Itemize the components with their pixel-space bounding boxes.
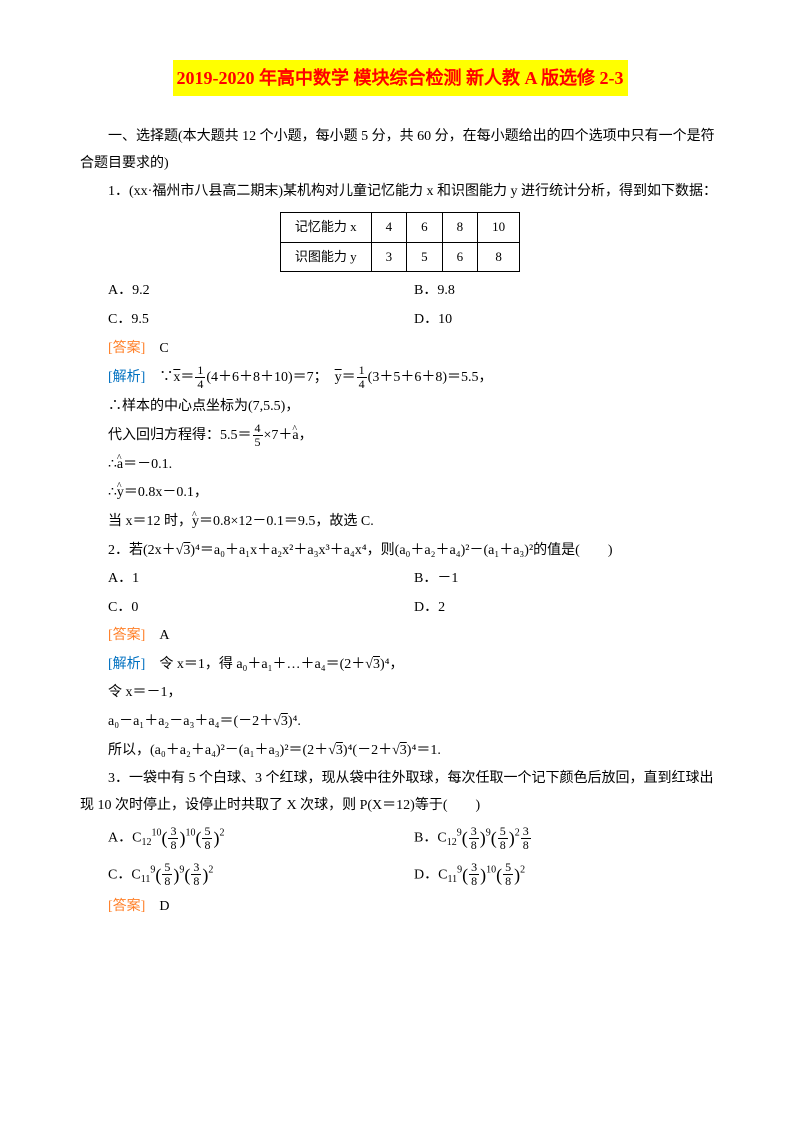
q1-explain-3: 代入回归方程得：5.5＝45×7＋a， [108, 422, 720, 450]
yhat: y [192, 514, 199, 529]
option-a: A．1 [108, 566, 414, 593]
q3-options: C．C119(58)9(38)2 D．C119(38)10(58)2 [108, 858, 720, 892]
text: ∵ [159, 370, 173, 385]
option-a: A．C1210(38)10(58)2 [108, 821, 414, 855]
fraction: 45 [253, 422, 263, 449]
answer-value: D [159, 899, 169, 914]
text: 2．若(2x＋ [108, 543, 176, 558]
q2-explain-2: 令 x＝－1， [108, 680, 720, 707]
q3-answer: [答案] D [108, 894, 720, 921]
option-d: D．10 [414, 307, 720, 334]
section-intro: 一、选择题(本大题共 12 个小题，每小题 5 分，共 60 分，在每小题给出的… [80, 124, 720, 177]
text: 代入回归方程得：5.5＝ [108, 428, 252, 443]
q1-explain-6: 当 x＝12 时，y＝0.8×12－0.1＝9.5，故选 C. [108, 509, 720, 536]
xbar: x [173, 370, 180, 385]
q2-answer: [答案] A [108, 623, 720, 650]
text: ＝0.8×12－0.1＝9.5，故选 C. [199, 514, 374, 529]
text: ＝－0.1. [123, 457, 172, 472]
explain-label: [解析] [108, 370, 145, 385]
text: 所以，(a₀＋a₂＋a₄)²－(a₁＋a₃)²＝(2＋ [108, 743, 328, 758]
option-d: D．2 [414, 595, 720, 622]
sqrt3: 3 [281, 714, 288, 729]
answer-value: C [159, 341, 168, 356]
q1-options: C．9.5 D．10 [108, 307, 720, 334]
table-header: 记忆能力 x [280, 212, 371, 242]
option-b: B．－1 [414, 566, 720, 593]
q1-explain-4: ∴a＝－0.1. [108, 452, 720, 479]
sqrt3: 3 [373, 657, 380, 672]
sqrt3: 3 [400, 743, 407, 758]
option-b: B．9.8 [414, 278, 720, 305]
q2-explain-1: [解析] 令 x＝1，得 a₀＋a₁＋…＋a₄＝(2＋√3)⁴， [108, 652, 720, 679]
explain-label: [解析] [108, 657, 145, 672]
q2-options: A．1 B．－1 [108, 566, 720, 593]
ahat: a [117, 457, 123, 472]
option-b: B．C129(38)9(58)238 [414, 821, 720, 855]
q2-explain-3: a₀－a₁＋a₂－a₃＋a₄＝(－2＋√3)⁴. [108, 709, 720, 736]
fraction: 14 [357, 364, 367, 391]
text: )⁴＝a₀＋a₁x＋a₂x²＋a₃x³＋a₄x⁴，则(a₀＋a₂＋a₄)²－(a… [190, 543, 612, 558]
answer-label: [答案] [108, 899, 145, 914]
table-header: 识图能力 y [280, 242, 371, 272]
table-cell: 4 [371, 212, 407, 242]
text: )⁴(－2＋ [343, 743, 392, 758]
answer-label: [答案] [108, 341, 145, 356]
text: (4＋6＋8＋10)＝7； [206, 370, 320, 385]
text: ＝0.8x－0.1， [124, 485, 208, 500]
table-cell: 3 [371, 242, 407, 272]
fraction: 14 [195, 364, 205, 391]
yhat: y [117, 485, 124, 500]
ahat: a [292, 428, 298, 443]
option-c: C．0 [108, 595, 414, 622]
q3-text: 3．一袋中有 5 个白球、3 个红球，现从袋中往外取球，每次任取一个记下颜色后放… [80, 766, 720, 819]
answer-value: A [159, 628, 169, 643]
option-a: A．9.2 [108, 278, 414, 305]
q2-options: C．0 D．2 [108, 595, 720, 622]
q1-answer: [答案] C [108, 336, 720, 363]
q1-table: 记忆能力 x 4 6 8 10 识图能力 y 3 5 6 8 [280, 212, 520, 272]
option-c: C．C119(58)9(38)2 [108, 858, 414, 892]
table-cell: 5 [407, 242, 443, 272]
text: )⁴. [288, 714, 301, 729]
text: (3＋5＋6＋8)＝5.5， [368, 370, 493, 385]
option-d: D．C119(38)10(58)2 [414, 858, 720, 892]
answer-label: [答案] [108, 628, 145, 643]
text: a₀－a₁＋a₂－a₃＋a₄＝(－2＋ [108, 714, 273, 729]
table-cell: 8 [442, 212, 478, 242]
text: )⁴＝1. [407, 743, 441, 758]
text: ， [299, 428, 313, 443]
text: ×7＋ [264, 428, 293, 443]
q1-explain-1: [解析] ∵x＝14(4＋6＋8＋10)＝7； y＝14(3＋5＋6＋8)＝5.… [108, 364, 720, 392]
text: 当 x＝12 时， [108, 514, 192, 529]
q3-options: A．C1210(38)10(58)2 B．C129(38)9(58)238 [108, 821, 720, 855]
table-cell: 8 [478, 242, 520, 272]
table-cell: 6 [407, 212, 443, 242]
q1-explain-2: ∴样本的中心点坐标为(7,5.5)， [108, 394, 720, 421]
sqrt3: 3 [336, 743, 343, 758]
ybar: y [335, 370, 342, 385]
q2-text: 2．若(2x＋√3)⁴＝a₀＋a₁x＋a₂x²＋a₃x³＋a₄x⁴，则(a₀＋a… [80, 538, 720, 565]
q2-explain-4: 所以，(a₀＋a₂＋a₄)²－(a₁＋a₃)²＝(2＋√3)⁴(－2＋√3)⁴＝… [108, 738, 720, 765]
text: 令 x＝1，得 a₀＋a₁＋…＋a₄＝(2＋ [159, 657, 365, 672]
q1-explain-5: ∴y＝0.8x－0.1， [108, 480, 720, 507]
table-cell: 6 [442, 242, 478, 272]
text: )⁴， [380, 657, 404, 672]
q1-text: 1．(xx·福州市八县高二期末)某机构对儿童记忆能力 x 和识图能力 y 进行统… [80, 179, 720, 206]
table-cell: 10 [478, 212, 520, 242]
option-c: C．9.5 [108, 307, 414, 334]
q1-options: A．9.2 B．9.8 [108, 278, 720, 305]
page-title: 2019-2020 年高中数学 模块综合检测 新人教 A 版选修 2-3 [173, 60, 628, 96]
